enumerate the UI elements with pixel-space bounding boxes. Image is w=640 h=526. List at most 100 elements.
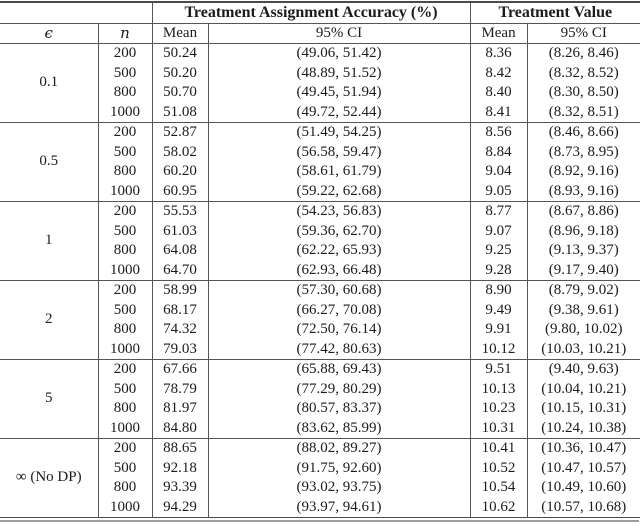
cell-accuracy-mean: 58.02 [152, 142, 209, 162]
cell-value-mean: 8.40 [470, 83, 528, 103]
cell-accuracy-ci: (83.62, 85.99) [208, 418, 471, 439]
cell-n: 800 [98, 399, 153, 419]
cell-accuracy-mean: 60.95 [152, 181, 209, 202]
cell-value-mean: 8.84 [470, 142, 528, 162]
cell-n: 800 [98, 162, 153, 182]
epsilon-label: ∞ (No DP) [0, 438, 99, 518]
cell-n: 1000 [98, 418, 153, 439]
cell-n: 200 [98, 359, 153, 380]
cell-value-ci: (9.17, 9.40) [548, 261, 619, 278]
table-row: 500 92.18 (91.75, 92.60) 10.52 (10.47, 10.57… [0, 458, 640, 478]
table-row: 1000 84.80 (83.62, 85.99) 10.31 (10.24, 10.3… [0, 418, 640, 439]
epsilon-group: 2 200 58.99 (57.30, 60.68) 8.90 (8.79, 9.02) 5… [0, 280, 640, 360]
cell-accuracy-mean: 94.29 [152, 497, 209, 518]
table-row: 1000 51.08 (49.72, 52.44) 8.41 (8.32, 8.51) [0, 102, 640, 123]
cell-accuracy-ci: (77.29, 80.29) [208, 379, 471, 399]
cell-accuracy-ci: (51.49, 54.25) [208, 122, 471, 143]
cell-n: 500 [98, 379, 153, 399]
cell-value-mean: 8.41 [470, 102, 528, 123]
cell-value-mean: 10.13 [470, 379, 528, 399]
cell-n: 1000 [98, 497, 153, 518]
cell-value-mean: 9.04 [470, 162, 528, 182]
cell-value-ci: (8.46, 8.66) [548, 124, 619, 140]
cell-accuracy-mean: 64.08 [152, 241, 209, 261]
cell-accuracy-ci: (59.36, 62.70) [208, 221, 471, 241]
cell-value-mean: 8.56 [470, 122, 528, 143]
table-row: 800 60.20 (58.61, 61.79) 9.04 (8.92, 9.16) [0, 162, 640, 182]
table-row: 500 58.02 (56.58, 59.47) 8.84 (8.73, 8.95) [0, 142, 640, 162]
cell-n: 800 [98, 320, 153, 340]
table-row: 1000 60.95 (59.22, 62.68) 9.05 (8.93, 9.16) [0, 181, 640, 202]
cell-value-ci: (10.03, 10.21) [541, 340, 627, 357]
cell-value-mean: 10.23 [470, 399, 528, 419]
cell-n: 200 [98, 280, 153, 301]
cell-accuracy-mean: 52.87 [152, 122, 209, 143]
cell-accuracy-mean: 84.80 [152, 418, 209, 439]
table-header: Treatment Assignment Accuracy (%) Treatm… [0, 2, 640, 44]
epsilon-group: 5 200 67.66 (65.88, 69.43) 9.51 (9.40, 9.63) 5… [0, 359, 640, 439]
cell-value-mean: 9.07 [470, 221, 528, 241]
cell-value-ci: (10.04, 10.21) [541, 380, 627, 397]
cell-value-mean: 8.36 [470, 43, 528, 64]
cell-n: 1000 [98, 181, 153, 202]
cell-value-mean: 10.41 [470, 438, 528, 459]
cell-accuracy-mean: 79.03 [152, 339, 209, 360]
cell-n: 500 [98, 221, 153, 241]
table-row: 2 200 58.99 (57.30, 60.68) 8.90 (8.79, 9.02) [0, 280, 640, 360]
col-header-value-ci: 95% CI [527, 23, 640, 44]
cell-value-ci: (9.80, 10.02) [545, 321, 623, 337]
cell-accuracy-ci: (93.97, 94.61) [208, 497, 471, 518]
col-header-accuracy-mean: Mean [152, 23, 209, 44]
cell-n: 800 [98, 478, 153, 498]
cell-accuracy-ci: (62.93, 66.48) [208, 260, 471, 281]
cell-value-mean: 10.52 [470, 458, 528, 478]
cell-accuracy-ci: (59.22, 62.68) [208, 181, 471, 202]
cell-accuracy-mean: 64.70 [152, 260, 209, 281]
cell-accuracy-ci: (54.23, 56.83) [208, 201, 471, 222]
cell-accuracy-ci: (80.57, 83.37) [208, 399, 471, 419]
cell-value-ci: (9.38, 9.61) [548, 301, 619, 318]
epsilon-label: 0.5 [0, 122, 99, 202]
cell-n: 200 [98, 438, 153, 459]
cell-value-mean: 9.51 [470, 359, 528, 380]
epsilon-group: 0.5 200 52.87 (51.49, 54.25) 8.56 (8.46, 8.66… [0, 122, 640, 202]
header-group-accuracy: Treatment Assignment Accuracy (%) [152, 2, 471, 24]
cell-accuracy-mean: 58.99 [152, 280, 209, 301]
cell-value-ci: (10.49, 10.60) [541, 479, 627, 495]
cell-accuracy-ci: (93.02, 93.75) [208, 478, 471, 498]
cell-accuracy-mean: 78.79 [152, 379, 209, 399]
cell-accuracy-ci: (77.42, 80.63) [208, 339, 471, 360]
cell-accuracy-ci: (65.88, 69.43) [208, 359, 471, 380]
cell-n: 200 [98, 43, 153, 64]
table-row: 500 68.17 (66.27, 70.08) 9.49 (9.38, 9.61) [0, 300, 640, 320]
cell-accuracy-ci: (91.75, 92.60) [208, 458, 471, 478]
cell-accuracy-mean: 68.17 [152, 300, 209, 320]
cell-accuracy-ci: (48.89, 51.52) [208, 63, 471, 83]
cell-value-mean: 10.12 [470, 339, 528, 360]
table-row: 500 78.79 (77.29, 80.29) 10.13 (10.04, 10.21… [0, 379, 640, 399]
table-row: 800 50.70 (49.45, 51.94) 8.40 (8.30, 8.50) [0, 83, 640, 103]
cell-n: 500 [98, 63, 153, 83]
cell-accuracy-ci: (49.06, 51.42) [208, 43, 471, 64]
cell-value-ci: (9.13, 9.37) [548, 242, 619, 258]
cell-value-ci: (8.30, 8.50) [548, 84, 619, 100]
cell-value-ci: (9.40, 9.63) [548, 361, 619, 377]
cell-n: 800 [98, 241, 153, 261]
cell-accuracy-ci: (62.22, 65.93) [208, 241, 471, 261]
col-header-accuracy-ci: 95% CI [208, 23, 471, 44]
cell-accuracy-mean: 92.18 [152, 458, 209, 478]
epsilon-group: ∞ (No DP) 200 88.65 (88.02, 89.27) 10.41 (10.… [0, 438, 640, 518]
epsilon-label: 1 [0, 201, 99, 281]
table-row: 0.5 200 52.87 (51.49, 54.25) 8.56 (8.46, 8.66… [0, 122, 640, 202]
table-row: 800 64.08 (62.22, 65.93) 9.25 (9.13, 9.37) [0, 241, 640, 261]
cell-n: 200 [98, 201, 153, 222]
cell-value-ci: (8.67, 8.86) [548, 203, 619, 219]
header-spacer [0, 2, 153, 24]
header-group-value: Treatment Value [470, 2, 640, 24]
cell-accuracy-ci: (49.45, 51.94) [208, 83, 471, 103]
cell-accuracy-mean: 93.39 [152, 478, 209, 498]
table-row: 1 200 55.53 (54.23, 56.83) 8.77 (8.67, 8.86) [0, 201, 640, 281]
cell-value-mean: 8.42 [470, 63, 528, 83]
